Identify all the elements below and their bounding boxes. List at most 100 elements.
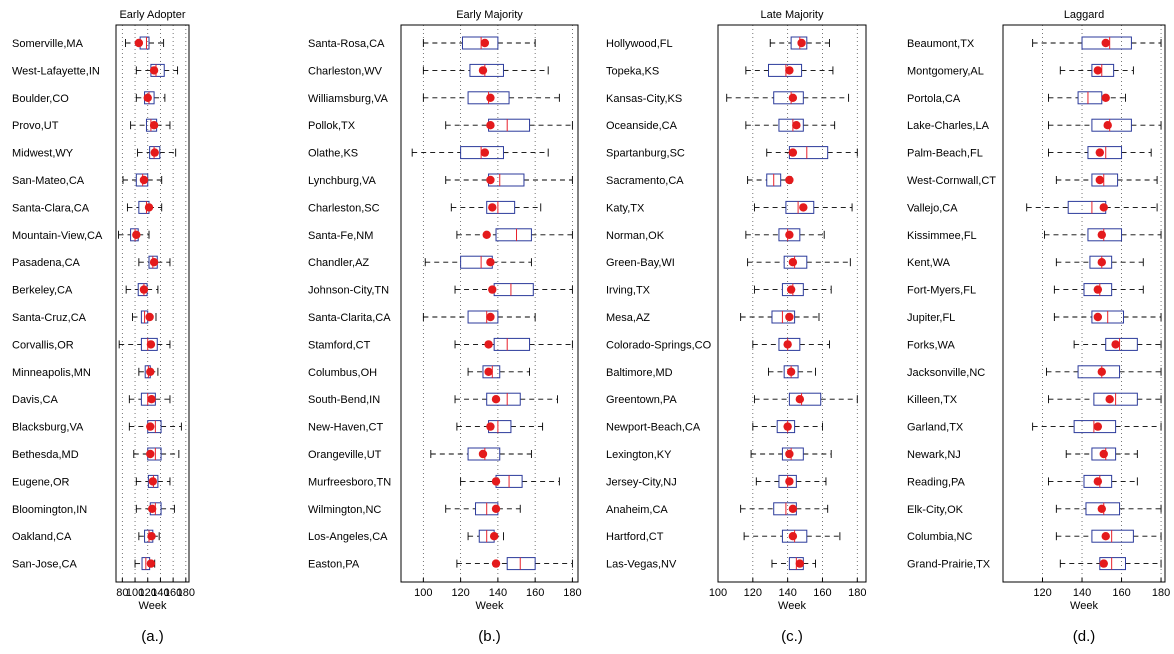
box-row: Murfreesboro,TN: [308, 474, 560, 488]
category-label: Davis,CA: [12, 394, 59, 406]
category-label: Montgomery,AL: [907, 65, 984, 77]
box-row: Los-Angeles,CA: [308, 529, 504, 543]
box-row: Irving,TX: [606, 283, 832, 297]
box-row: Lexington,KY: [606, 447, 832, 461]
box-row: Bethesda,MD: [12, 447, 180, 461]
iqr-box: [788, 392, 822, 406]
category-label: Johnson-City,TN: [308, 285, 389, 297]
box-row: Spartanburg,SC: [606, 146, 858, 160]
mean-dot: [1097, 504, 1106, 513]
category-label: Beaumont,TX: [907, 38, 975, 50]
mean-dot: [480, 148, 490, 157]
x-tick-label: 160: [164, 587, 182, 599]
mean-dot: [144, 203, 154, 212]
x-tick-label: 120: [451, 587, 469, 599]
x-axis-label: Week: [1070, 600, 1098, 612]
box-row: Blacksburg,VA: [12, 420, 182, 434]
iqr-box: [1073, 420, 1117, 434]
category-label: Portola,CA: [907, 93, 961, 105]
mean-dot: [488, 285, 497, 294]
box-row: Sacramento,CA: [606, 173, 794, 187]
box-row: Somerville,MA: [12, 36, 165, 50]
category-label: Katy,TX: [606, 202, 645, 214]
mean-dot: [788, 258, 798, 267]
category-label: Charleston,SC: [308, 202, 380, 214]
category-label: Norman,OK: [606, 230, 665, 242]
axes-frame: [400, 24, 579, 583]
panel-2: Early Majority Santa-Rosa,CA Charleston,WV…: [308, 9, 582, 645]
mean-dot: [134, 38, 144, 48]
category-label: Hollywood,FL: [606, 38, 673, 50]
panel-1: Early Adopter Somerville,MA West-Lafayette…: [12, 9, 195, 645]
box-row: Pollok,TX: [308, 118, 573, 132]
category-label: Santa-Cruz,CA: [12, 312, 87, 324]
mean-dot: [1095, 175, 1105, 185]
iqr-box: [1087, 228, 1123, 242]
box-row: Bloomington,IN: [12, 502, 175, 516]
iqr-box: [778, 228, 801, 242]
category-label: Somerville,MA: [12, 38, 84, 50]
box-row: Beaumont,TX: [907, 36, 1162, 50]
category-label: Mountain-View,CA: [12, 230, 103, 242]
iqr-box: [493, 283, 534, 297]
box-row: Stamford,CT: [308, 337, 573, 351]
category-label: Bloomington,IN: [12, 504, 87, 516]
box-row: Forks,WA: [907, 337, 1162, 351]
iqr-box: [482, 365, 501, 379]
category-label: San-Jose,CA: [12, 559, 77, 571]
mean-dot: [1093, 422, 1103, 431]
box-row: Lynchburg,VA: [308, 173, 573, 187]
mean-dot: [797, 38, 806, 48]
mean-dot: [1097, 258, 1106, 267]
category-label: Pollok,TX: [308, 120, 356, 132]
box-row: Portola,CA: [907, 91, 1126, 105]
box-row: Killeen,TX: [907, 392, 1162, 406]
category-label: Santa-Rosa,CA: [308, 38, 385, 50]
category-label: Wilmington,NC: [308, 504, 381, 516]
iqr-box: [506, 557, 536, 571]
box-row: Mountain-View,CA: [12, 228, 150, 242]
box-row: Minneapolis,MN: [12, 365, 159, 379]
box-row: Columbus,OH: [308, 365, 531, 379]
mean-dot: [1099, 559, 1108, 568]
category-label: Topeka,KS: [606, 65, 659, 77]
box-row: Columbia,NC: [907, 529, 1162, 543]
mean-dot: [1097, 367, 1106, 376]
box-row: Kansas-City,KS: [606, 91, 850, 105]
mean-dot: [146, 559, 156, 568]
mean-dot: [785, 230, 794, 239]
category-label: New-Haven,CT: [308, 422, 383, 434]
box-row: Santa-Fe,NM: [308, 228, 573, 242]
panel-title: Laggard: [1064, 9, 1104, 21]
x-tick-label: 180: [177, 587, 195, 599]
category-label: Spartanburg,SC: [606, 148, 685, 160]
category-label: Baltimore,MD: [606, 367, 673, 379]
box-row: Santa-Clara,CA: [12, 200, 163, 214]
box-row: Vallejo,CA: [907, 200, 1158, 214]
x-tick-label: 120: [139, 587, 157, 599]
mean-dot: [149, 258, 159, 267]
mean-dot: [478, 449, 488, 459]
iqr-box: [149, 146, 161, 160]
axes-frame: [115, 24, 190, 583]
mean-dot: [1097, 230, 1106, 239]
category-label: Killeen,TX: [907, 394, 958, 406]
box-row: Johnson-City,TN: [308, 283, 573, 297]
category-label: West-Cornwall,CT: [907, 175, 996, 187]
x-tick-label: 160: [813, 587, 831, 599]
iqr-box: [1091, 118, 1132, 132]
category-label: Williamsburg,VA: [308, 93, 389, 105]
iqr-box: [1091, 63, 1115, 77]
box-row: Reading,PA: [907, 474, 1138, 488]
box-row: Kent,WA: [907, 255, 1144, 269]
category-label: Mesa,AZ: [606, 312, 650, 324]
mean-dot: [145, 312, 154, 322]
mean-dot: [785, 175, 794, 185]
box-row: Baltimore,MD: [606, 365, 816, 379]
iqr-box: [1083, 474, 1113, 488]
x-tick-label: 180: [1152, 587, 1170, 599]
iqr-box: [1087, 146, 1123, 160]
axes-frame: [1002, 24, 1166, 583]
mean-dot: [486, 93, 495, 103]
box-row: Jupiter,FL: [907, 310, 1162, 324]
